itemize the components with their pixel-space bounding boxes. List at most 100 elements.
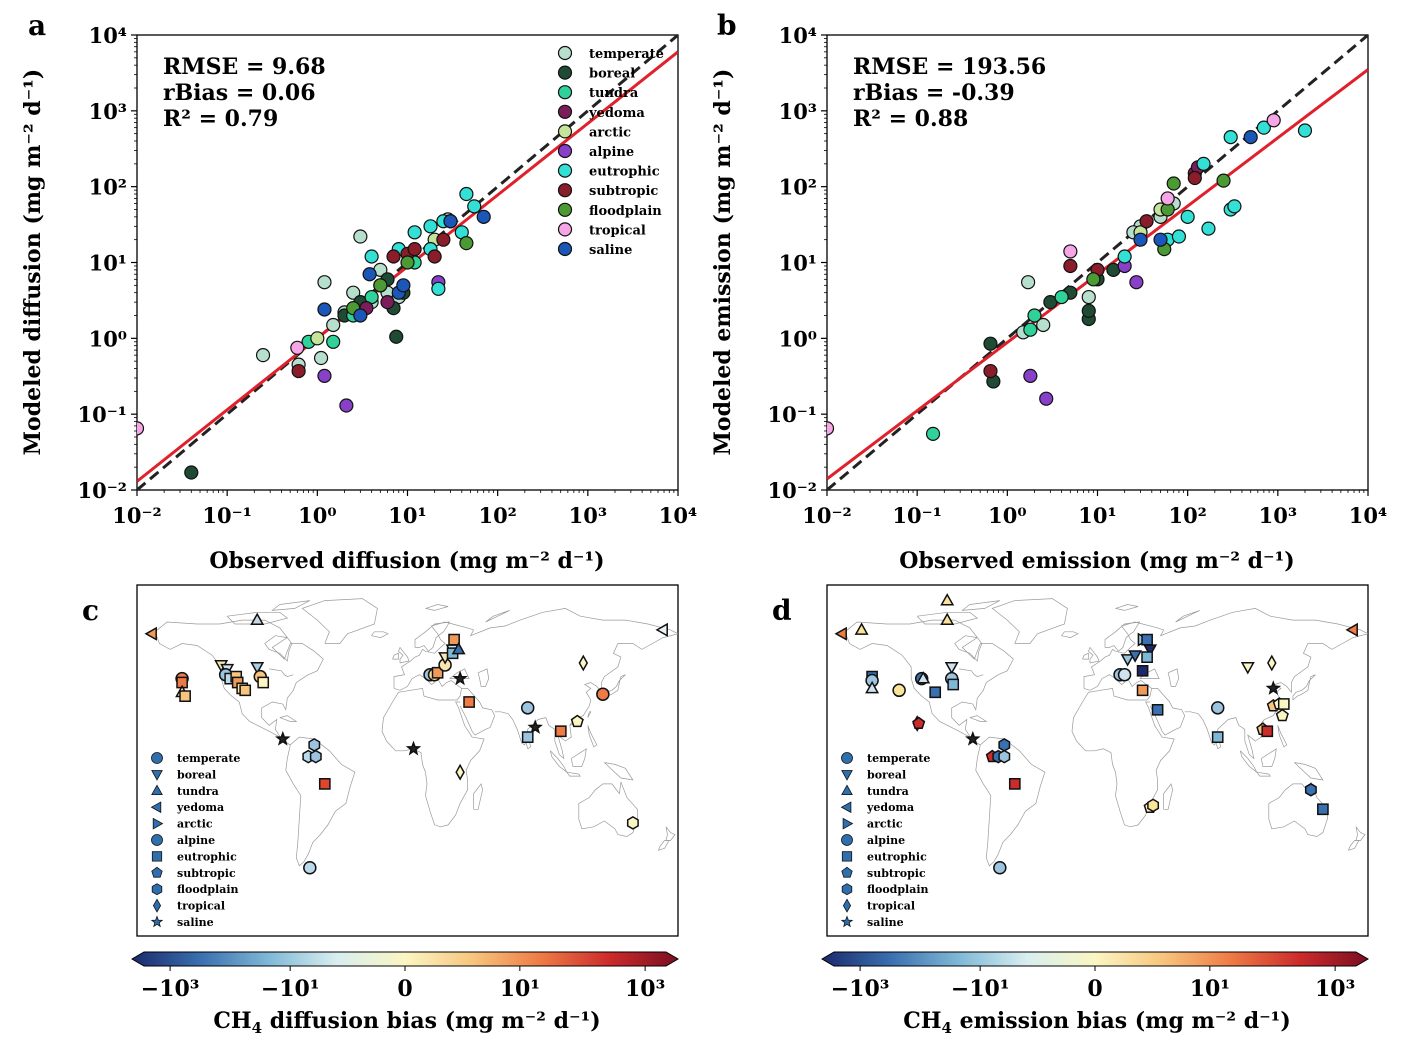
data-point-boreal xyxy=(184,465,199,480)
site-marker-circle xyxy=(438,658,452,672)
legend-label-arctic: arctic xyxy=(589,125,631,140)
coastline xyxy=(1163,783,1173,810)
stat-rbias-b: rBias = -0.39 xyxy=(853,80,1015,106)
site-marker-diamond xyxy=(578,654,589,672)
site-marker-triangle-up xyxy=(916,671,931,684)
map-legend-label-alpine: alpine xyxy=(177,834,215,847)
colorbar-tick-label: −10³ xyxy=(141,976,200,1002)
site-marker-hexagon xyxy=(998,749,1011,764)
site-marker-diamond xyxy=(1267,654,1277,672)
map-legend-label-arctic: arctic xyxy=(177,818,213,831)
site-marker-square xyxy=(257,676,270,689)
x-tick-label: 10⁴ xyxy=(1349,503,1387,528)
map-legend-label-alpine: alpine xyxy=(867,834,905,847)
data-point-floodplain xyxy=(1216,173,1231,188)
map-legend-marker-alpine xyxy=(151,834,163,846)
data-point-boreal xyxy=(389,329,404,344)
coastline xyxy=(473,783,483,810)
site-marker-triangle-left xyxy=(655,622,668,637)
data-point-temperate xyxy=(313,350,329,366)
legend-label-yedoma: yedoma xyxy=(588,106,645,121)
coastline xyxy=(1115,604,1139,611)
coastline xyxy=(1175,610,1200,623)
coastline xyxy=(485,610,510,623)
site-marker-star xyxy=(1265,680,1282,695)
legend-marker-subtropic xyxy=(557,183,573,198)
legend-label-floodplain: floodplain xyxy=(589,204,662,219)
x-tick-label: 10² xyxy=(478,503,516,528)
coastline xyxy=(392,652,399,660)
y-tick-label: 10⁻² xyxy=(77,478,127,503)
colorbar-label-c: CH4 diffusion bias (mg m⁻² d⁻¹) xyxy=(213,1008,600,1037)
data-point-tropical xyxy=(827,421,835,436)
colorbar-tick-label: −10¹ xyxy=(951,976,1010,1002)
data-point-floodplain xyxy=(373,278,388,293)
coastline xyxy=(425,604,449,611)
coastline xyxy=(477,668,490,687)
colorbar-tick-label: −10¹ xyxy=(261,976,320,1002)
map-legend-label-boreal: boreal xyxy=(177,768,216,781)
data-point-temperate xyxy=(255,348,271,363)
data-point-floodplain xyxy=(459,236,474,251)
data-point-subtropic xyxy=(1187,170,1202,186)
site-marker-hexagon xyxy=(1304,782,1317,797)
panel-label-b: b xyxy=(717,9,737,42)
data-point-subtropic xyxy=(386,249,401,264)
legend-label-subtropic: subtropic xyxy=(589,184,658,199)
data-point-tropical xyxy=(290,340,305,355)
colorbar-c: −10³ −10¹ 0 10¹ 10³ CH4 diffusion bias (mg m… xyxy=(131,951,679,1037)
site-marker-star xyxy=(527,719,543,734)
coastline xyxy=(414,621,451,652)
site-marker-triangle-up xyxy=(250,612,265,626)
site-marker-triangle-up xyxy=(854,622,869,635)
coastline xyxy=(991,598,1068,644)
coastline xyxy=(459,688,496,736)
colorbar-tick-label: 10³ xyxy=(1315,976,1355,1002)
coastline xyxy=(1149,688,1186,736)
data-point-eutrophic xyxy=(467,199,482,214)
coastline xyxy=(975,736,1046,867)
data-point-tundra xyxy=(1027,308,1042,323)
map-legend-label-floodplain: floodplain xyxy=(177,883,239,896)
world-map-d: temperate boreal tundra yedoma arctic alpine e… xyxy=(826,584,1369,937)
site-marker-triangle-up xyxy=(940,612,955,626)
site-marker-circle xyxy=(1210,701,1225,715)
data-point-saline xyxy=(476,209,491,224)
site-marker-triangle-down xyxy=(250,661,265,675)
coastline xyxy=(587,725,598,748)
map-legend-marker-arctic xyxy=(842,817,854,830)
data-point-temperate xyxy=(1081,289,1096,305)
colorbar-tick-label: 10¹ xyxy=(1190,976,1230,1002)
map-legend-marker-subtropic xyxy=(151,866,163,878)
panel-label-a: a xyxy=(28,9,46,42)
data-point-temperate xyxy=(353,229,368,244)
map-frame-c xyxy=(136,584,679,937)
legend-marker-alpine xyxy=(557,143,573,159)
site-marker-triangle-down xyxy=(1128,650,1143,663)
coastline xyxy=(371,631,389,638)
legend-marker-yedoma xyxy=(557,104,573,119)
x-tick-label: 10⁰ xyxy=(298,503,336,528)
x-tick-label: 10¹ xyxy=(388,503,426,528)
site-marker-triangle-up xyxy=(451,641,466,655)
site-marker-circle xyxy=(596,687,610,701)
data-point-eutrophic xyxy=(1171,229,1187,244)
y-tick-label: 10³ xyxy=(779,99,817,124)
coastline xyxy=(1294,762,1324,781)
coastline xyxy=(1260,748,1277,767)
x-tick-label: 10⁻² xyxy=(802,503,852,528)
scatter-plot-a: 10⁻²10⁻² 10⁻¹ 10⁻¹ 10⁰ 10⁰ 10¹ 10¹ 10² 10² 10³ 10³… xyxy=(20,23,697,574)
stat-r2-a: R² = 0.79 xyxy=(163,106,278,132)
site-marker-triangle-down xyxy=(1240,661,1255,675)
data-point-subtropic xyxy=(983,363,998,379)
site-marker-triangle-left xyxy=(834,626,847,641)
map-legend-marker-subtropic xyxy=(841,866,853,878)
y-tick-label: 10⁻¹ xyxy=(77,402,127,427)
site-marker-diamond xyxy=(455,763,465,781)
site-marker-circle xyxy=(303,861,317,875)
colorbar-tick-label: 10³ xyxy=(625,976,665,1002)
site-marker-circle xyxy=(993,861,1007,875)
legend-marker-saline xyxy=(557,241,573,257)
x-tick-label: 10⁻² xyxy=(112,503,162,528)
data-point-temperate xyxy=(346,285,361,300)
